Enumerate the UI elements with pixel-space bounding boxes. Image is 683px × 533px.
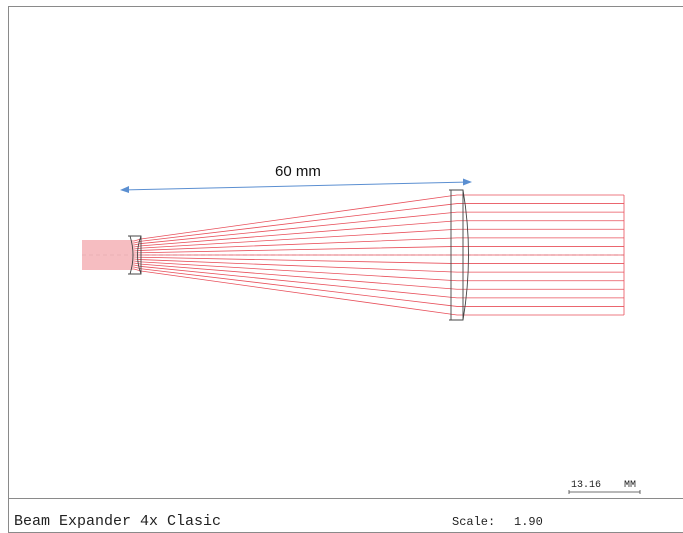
ray-bundle [82,194,625,316]
scale-bar-value: 13.16 [571,480,601,491]
scale-value: 1.90 [514,515,543,529]
dimension-label: 60 mm [275,163,321,180]
scale-bar-unit: MM [624,480,636,491]
dimension-arrow [120,178,472,193]
positive-lens [449,189,469,321]
scale-label: Scale: [452,515,495,529]
ray-path [82,203,624,244]
ray-path [82,268,624,316]
positive-lens-outline [449,189,469,321]
dimension-arrow-head-left [120,186,129,193]
ray-path [82,220,624,248]
design-title: Beam Expander 4x Clasic [14,513,221,530]
ray-path [82,256,624,264]
ray-path [82,266,624,307]
negative-lens [128,235,142,275]
plot-frame [8,6,683,533]
ray-path [82,262,624,290]
ray-path [82,258,624,273]
negative-lens-outline [128,235,142,275]
ray-path [82,264,624,299]
ray-path [82,211,624,246]
ray-path [82,194,624,242]
ray-path [82,260,624,282]
dimension-arrow-head-right [463,178,472,186]
ray-path [82,246,624,254]
ray-path [82,228,624,250]
scale-bar-line [568,490,641,494]
scale-bar: 13.16 MM [568,480,641,494]
dimension-arrow-line [121,181,471,191]
ray-path [82,237,624,252]
